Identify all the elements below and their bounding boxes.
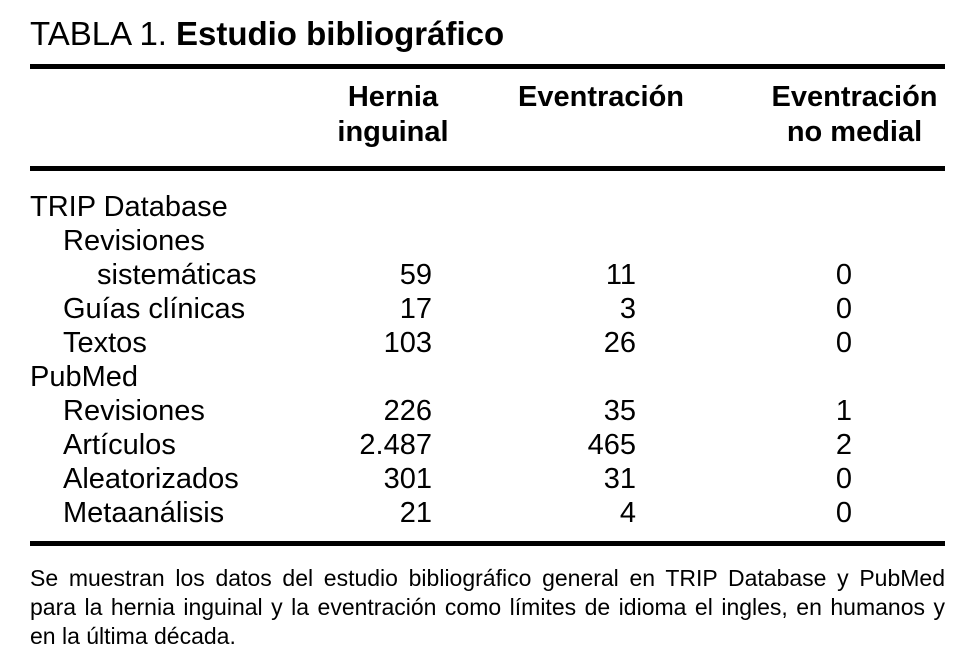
row-spacer [852, 190, 945, 224]
header-spacer [676, 80, 766, 150]
cell-eventracion: 26 [603, 327, 636, 359]
row-spacer [852, 258, 945, 292]
cell-eventracion-no-medial [636, 190, 852, 224]
cell-hernia-inguinal: 103 [383, 327, 432, 359]
cell-hernia-inguinal: 226 [383, 395, 432, 427]
table-row-textos: Textos 103 26 0 [30, 326, 945, 360]
cell-hernia-inguinal: 301 [383, 463, 432, 495]
row-label: Aleatorizados [63, 463, 239, 495]
row-label: Guías clínicas [63, 293, 246, 325]
column-header-eventracion-no-medial: Eventración no medial [766, 80, 943, 150]
header-rule [30, 166, 945, 171]
row-label: Revisiones [63, 225, 205, 257]
column-header-eventracion: Eventración [518, 80, 684, 150]
cell-eventracion-no-medial [636, 360, 852, 394]
cell-eventracion [432, 224, 636, 258]
table-row-aleatorizados: Aleatorizados 301 31 0 [30, 462, 945, 496]
row-label: Textos [63, 327, 147, 359]
table-row-guias-clinicas: Guías clínicas 17 3 0 [30, 292, 945, 326]
column-header-line [518, 115, 676, 150]
cell-eventracion: 11 [605, 259, 636, 291]
table-heading: Estudio bibliográfico [175, 15, 505, 52]
header-spacer [460, 80, 518, 150]
column-header-line: no medial [786, 116, 923, 148]
row-spacer [852, 428, 945, 462]
cell-eventracion: 465 [587, 429, 636, 461]
cell-hernia-inguinal [310, 190, 432, 224]
table-row-pubmed: PubMed [30, 360, 945, 394]
row-label: PubMed [30, 361, 139, 393]
footnote-line: en la última década. [30, 623, 236, 649]
row-spacer [852, 462, 945, 496]
table-number-label: TABLA 1. [30, 15, 167, 52]
row-label: sistemáticas [97, 259, 257, 291]
row-label: Revisiones [63, 395, 205, 427]
table-row-trip-database: TRIP Database [30, 190, 945, 224]
cell-eventracion-no-medial: 0 [835, 497, 852, 529]
header-spacer [30, 80, 326, 150]
table-footnote: Se muestran los datos del estudio biblio… [30, 564, 945, 651]
cell-eventracion-no-medial: 1 [835, 395, 852, 427]
cell-eventracion: 4 [619, 497, 636, 529]
cell-hernia-inguinal: 2.487 [359, 429, 432, 461]
column-header-line: Hernia [347, 81, 439, 113]
cell-hernia-inguinal: 21 [399, 497, 432, 529]
cell-eventracion-no-medial: 0 [835, 327, 852, 359]
cell-eventracion-no-medial [636, 224, 852, 258]
cell-hernia-inguinal: 59 [399, 259, 432, 291]
column-header-line: Eventración [518, 81, 684, 113]
cell-eventracion [432, 360, 636, 394]
cell-eventracion-no-medial: 0 [835, 259, 852, 291]
cell-eventracion-no-medial: 0 [835, 463, 852, 495]
footnote-line: para la hernia inguinal y la eventración… [30, 594, 945, 620]
cell-eventracion-no-medial: 0 [835, 293, 852, 325]
table-row-revisiones-pubmed: Revisiones 226 35 1 [30, 394, 945, 428]
table-row-revisiones-sistematicas: sistemáticas 59 11 0 [30, 258, 945, 292]
table-row-articulos: Artículos 2.487 465 2 [30, 428, 945, 462]
top-rule [30, 64, 945, 69]
row-label: TRIP Database [30, 191, 228, 223]
row-spacer [852, 292, 945, 326]
column-header-hernia-inguinal: Hernia inguinal [326, 80, 460, 150]
cell-hernia-inguinal [310, 224, 432, 258]
row-spacer [852, 326, 945, 360]
column-header-line: inguinal [337, 116, 449, 148]
bibliographic-study-table-figure: TABLA 1. Estudio bibliográfico Hernia ing… [30, 14, 945, 651]
row-spacer [852, 496, 945, 530]
table-row-metaanalisis: Metaanálisis 21 4 0 [30, 496, 945, 530]
cell-hernia-inguinal [310, 360, 432, 394]
cell-eventracion [432, 190, 636, 224]
bottom-rule [30, 541, 945, 546]
footnote-line: Se muestran los datos del estudio biblio… [30, 565, 945, 591]
cell-eventracion-no-medial: 2 [835, 429, 852, 461]
cell-eventracion: 35 [603, 395, 636, 427]
row-spacer [852, 360, 945, 394]
cell-eventracion: 31 [603, 463, 636, 495]
column-header-line: Eventración [771, 81, 938, 113]
table-row-revisiones-wrap: Revisiones [30, 224, 945, 258]
table-body: TRIP Database Revisiones sistemáticas 59… [30, 171, 945, 541]
cell-hernia-inguinal: 17 [399, 293, 432, 325]
column-header-row: Hernia inguinal Eventración Eventración … [30, 69, 945, 166]
table-title: TABLA 1. Estudio bibliográfico [30, 14, 945, 54]
row-label: Metaanálisis [63, 497, 225, 529]
cell-eventracion: 3 [619, 293, 636, 325]
row-spacer [852, 394, 945, 428]
row-label: Artículos [63, 429, 176, 461]
row-spacer [852, 224, 945, 258]
